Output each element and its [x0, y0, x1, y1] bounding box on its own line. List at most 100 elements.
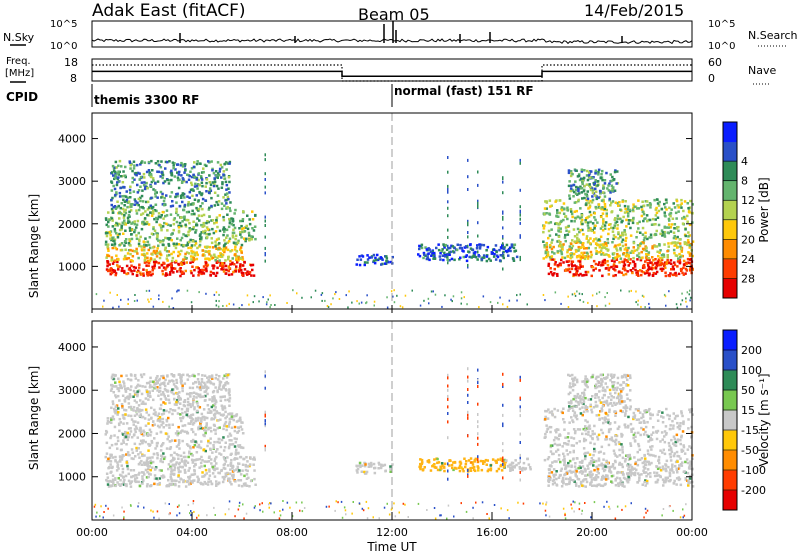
data-cell: [455, 467, 458, 470]
nsky-label: N.Sky: [3, 31, 35, 44]
data-cell: [230, 273, 234, 276]
data-cell: [208, 187, 212, 190]
noise-cell: [386, 296, 388, 299]
data-cell: [569, 252, 572, 256]
data-cell: [141, 400, 145, 404]
data-cell: [433, 255, 436, 258]
data-cell: [106, 269, 110, 273]
data-cell: [113, 269, 117, 273]
data-cell: [201, 225, 204, 228]
data-cell: [449, 250, 452, 254]
noise-cell: [419, 304, 422, 307]
data-cell: [185, 257, 188, 260]
data-cell: [163, 203, 166, 207]
data-cell: [419, 467, 422, 471]
data-cell: [166, 160, 169, 164]
data-cell: [226, 206, 229, 209]
data-cell: [189, 269, 193, 273]
data-cell: [231, 236, 235, 239]
data-cell: [600, 478, 603, 481]
data-cell: [152, 420, 155, 423]
data-cell: [568, 197, 572, 200]
data-cell: [624, 246, 628, 250]
data-cell: [681, 254, 684, 258]
data-cell: [162, 426, 165, 429]
data-cell: [686, 461, 690, 465]
data-cell: [356, 465, 359, 468]
data-cell: [128, 393, 132, 396]
data-cell: [443, 246, 446, 249]
data-cell: [151, 456, 154, 459]
data-cell: [148, 259, 152, 263]
data-cell: [136, 390, 139, 393]
data-cell: [647, 266, 651, 269]
noise-cell: [358, 302, 360, 305]
data-cell: [445, 248, 449, 251]
data-cell: [227, 269, 230, 273]
data-cell: [573, 210, 576, 213]
data-cell: [143, 249, 146, 252]
data-cell: [664, 479, 667, 482]
data-cell: [638, 220, 641, 224]
data-cell: [476, 465, 479, 468]
data-cell: [138, 429, 141, 432]
data-cell: [574, 472, 577, 476]
streak-cell: [447, 200, 449, 204]
data-cell: [493, 248, 496, 252]
data-cell: [123, 219, 126, 222]
data-cell: [186, 243, 189, 246]
data-cell: [135, 274, 139, 277]
data-cell: [512, 246, 516, 250]
data-cell: [503, 458, 506, 462]
data-cell: [157, 261, 161, 265]
data-cell: [233, 425, 237, 429]
data-cell: [576, 236, 579, 240]
data-cell: [192, 446, 195, 449]
data-cell: [589, 213, 593, 217]
data-cell: [198, 245, 201, 248]
data-cell: [628, 262, 632, 265]
data-cell: [205, 178, 209, 181]
data-cell: [131, 259, 134, 263]
date-label: 14/Feb/2015: [584, 1, 684, 20]
data-cell: [621, 471, 624, 474]
data-cell: [120, 248, 124, 252]
data-cell: [164, 246, 167, 250]
streak-cell: [264, 178, 266, 181]
data-cell: [180, 196, 183, 199]
data-cell: [146, 213, 149, 217]
data-cell: [657, 258, 661, 261]
data-cell: [183, 399, 187, 402]
data-cell: [238, 469, 241, 472]
noise-cell: [265, 303, 268, 306]
data-cell: [572, 228, 576, 231]
data-cell: [581, 222, 584, 226]
data-cell: [577, 274, 581, 277]
data-cell: [132, 457, 135, 461]
data-cell: [105, 234, 109, 238]
data-cell: [667, 223, 671, 226]
data-cell: [657, 474, 661, 477]
data-cell: [239, 446, 243, 449]
data-cell: [462, 469, 465, 473]
data-cell: [218, 214, 221, 217]
data-cell: [432, 254, 435, 257]
data-cell: [197, 199, 200, 202]
data-cell: [171, 409, 175, 412]
data-cell: [132, 469, 136, 472]
data-cell: [174, 463, 177, 466]
data-cell: [586, 464, 589, 467]
data-cell: [188, 445, 192, 448]
data-cell: [159, 175, 162, 178]
data-cell: [361, 255, 365, 258]
data-cell: [189, 261, 192, 264]
data-cell: [202, 265, 206, 268]
data-cell: [223, 374, 226, 377]
data-cell: [629, 258, 632, 261]
data-cell: [613, 260, 616, 263]
data-cell: [180, 181, 184, 184]
data-cell: [145, 461, 148, 464]
data-cell: [127, 414, 130, 417]
data-cell: [584, 255, 587, 259]
data-cell: [189, 170, 192, 173]
